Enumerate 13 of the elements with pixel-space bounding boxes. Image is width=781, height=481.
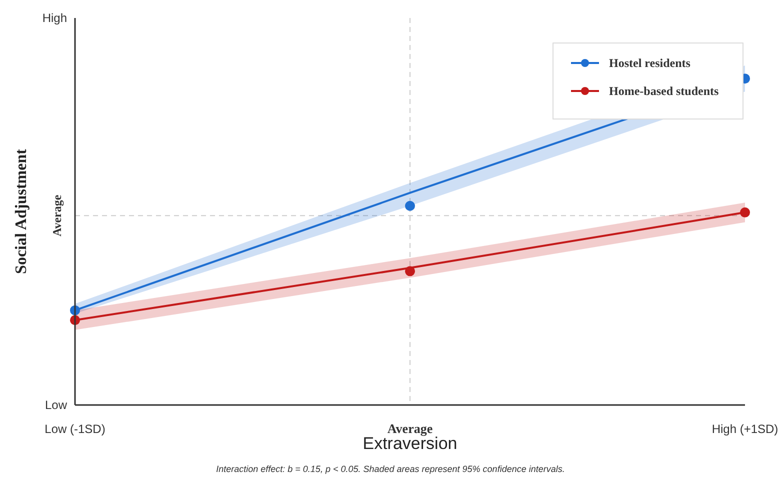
x-tick-label: Low (-1SD) — [44, 422, 106, 436]
point — [740, 207, 750, 218]
legend-label: Home-based students — [609, 84, 720, 98]
x-tick-label: Average — [387, 421, 433, 436]
text: Interaction effect: b = 0.15, p < 0.05. Shaded areas represent 95% confidence intervals. — [216, 464, 565, 474]
point — [405, 200, 415, 211]
text: High — [42, 11, 67, 26]
legend-label: Hostel residents — [609, 56, 691, 70]
text: Low — [44, 398, 68, 412]
y-axis-title: Social Adjustment — [13, 148, 30, 274]
x-tick-label: High (+1SD) — [712, 422, 778, 436]
point — [405, 266, 415, 276]
ref-line-label: Average — [50, 194, 64, 237]
